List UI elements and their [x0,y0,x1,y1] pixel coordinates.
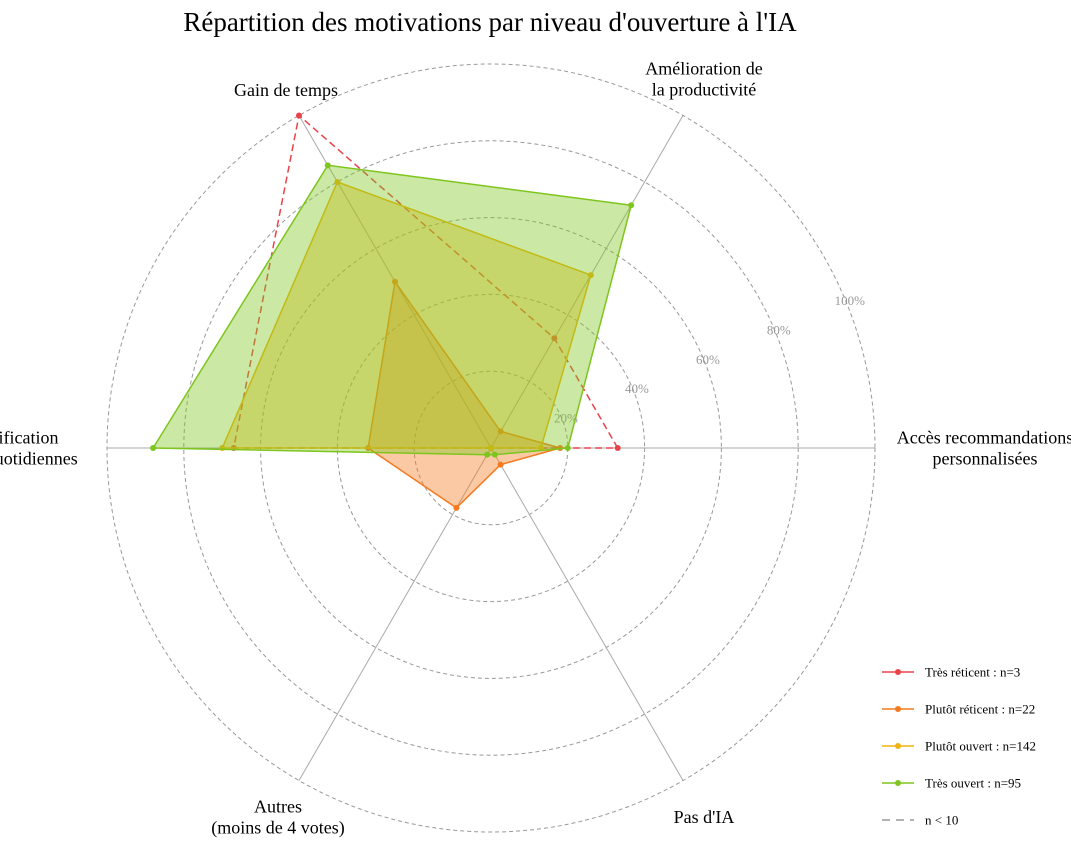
axis-label: Pas d'IA [674,807,735,827]
series-line [221,181,592,449]
legend-label: Plutôt réticent : n=22 [925,702,1035,717]
series-point [488,445,494,451]
axis-spoke [298,447,492,781]
axis-label: tâches quotidiennes [0,449,78,469]
series-point [453,504,460,511]
series-point [296,112,302,119]
series-point [324,162,331,169]
series-point [551,335,558,342]
legend-item: Très réticent : n=3 [882,665,1020,680]
legend-item: n < 10 [882,813,958,828]
axis-label: Simplification [0,428,59,448]
axis-label: Gain de temps [234,80,338,100]
legend-label: Plutôt ouvert : n=142 [925,739,1036,754]
axis-label: Amélioration de [645,59,762,79]
radial-tick-label: 40% [625,381,649,396]
legend-item: Plutôt ouvert : n=142 [882,739,1036,754]
legend-swatch-marker [895,706,901,712]
legend-label: n < 10 [925,813,958,828]
axis-label: personnalisées [933,449,1038,469]
axis-label: Autres [254,796,302,816]
legend-item: Plutôt réticent : n=22 [882,702,1035,717]
legend-swatch-marker [895,669,901,675]
radial-tick-label: 100% [835,293,866,308]
legend-swatch-marker [895,743,901,749]
series-fill [368,281,561,508]
series-fill [222,182,591,448]
radial-tick-label: 80% [767,322,791,337]
series-point [392,278,398,285]
radial-tick-label: 60% [696,352,720,367]
chart-title: Répartition des motivations par niveau d… [183,7,797,37]
series-point [334,178,341,185]
series-point [484,451,491,458]
axis-spoke [490,115,684,449]
series-point [614,445,621,451]
legend-item: Très ouvert : n=95 [882,776,1021,791]
series-point [497,461,504,468]
series-point [537,445,544,451]
axis-spoke [490,447,684,781]
radar-series [150,112,635,511]
series-point [150,445,157,451]
axis-label: la productivité [652,80,756,100]
series-fill [153,165,632,455]
series-point [628,202,635,209]
legend: Très réticent : n=3 Plutôt réticent : n=2… [882,665,1036,828]
series-point [491,451,498,458]
radar-grid: 20% 40% 60% 80% 100% [106,63,876,833]
series-point [587,272,594,279]
radial-tick-label: 20% [554,411,578,426]
series-point [497,428,504,435]
series-point [564,445,571,451]
legend-label: Très ouvert : n=95 [925,776,1021,791]
legend-swatch-marker [895,780,901,786]
axis-label: (moins de 4 votes) [211,817,344,838]
legend-label: Très réticent : n=3 [925,665,1020,680]
axis-label: Accès recommandations [897,428,1071,448]
